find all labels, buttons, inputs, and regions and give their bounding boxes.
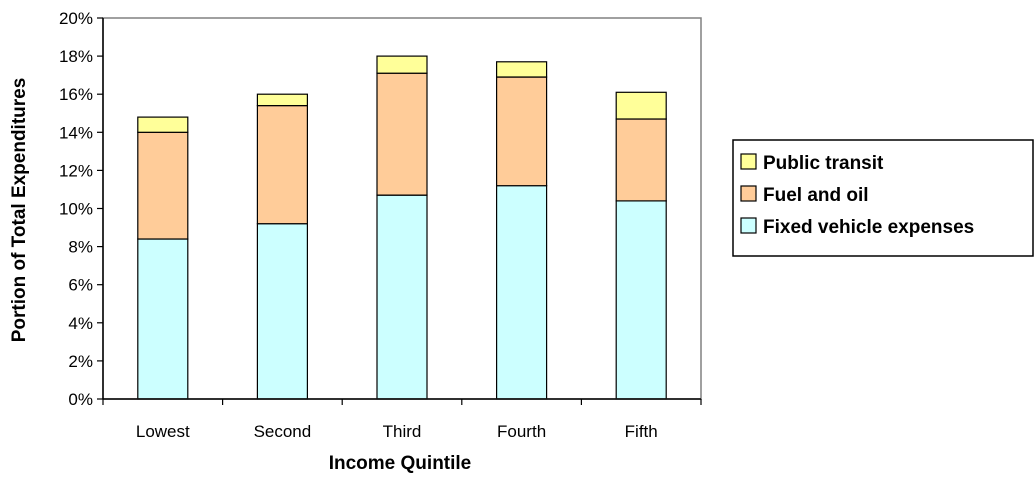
bar-segment <box>376 55 428 74</box>
y-tick-label: 8% <box>68 238 93 257</box>
y-tick-label: 0% <box>68 390 93 409</box>
bar-segment <box>137 116 189 133</box>
legend-swatch <box>740 153 757 170</box>
bar-segment <box>137 131 189 240</box>
legend: Public transit Fuel and oil Fixed vehicle … <box>732 139 1034 257</box>
bar-segment <box>256 104 308 225</box>
y-tick-label: 20% <box>59 9 93 28</box>
bar-segment <box>615 91 667 120</box>
bar-segment <box>496 185 548 400</box>
axes-group: Lowest Second Third Fourth Fifth 0% 2% 4% 6% 8% 10… <box>59 9 702 441</box>
bars-group <box>137 55 667 400</box>
y-tick-label: 14% <box>59 123 93 142</box>
bar-segment <box>256 223 308 400</box>
bar-segment <box>615 200 667 400</box>
y-tick-label: 6% <box>68 276 93 295</box>
legend-label: Public transit <box>763 153 884 174</box>
bar-segment <box>496 76 548 187</box>
y-tick-label: 10% <box>59 200 93 219</box>
legend-swatch <box>740 217 757 234</box>
bar-segment <box>376 72 428 196</box>
x-tick-label: Fifth <box>625 422 658 441</box>
y-tick-label: 4% <box>68 314 93 333</box>
bar-segment <box>256 93 308 107</box>
y-tick-label: 2% <box>68 352 93 371</box>
bar-segment <box>615 118 667 202</box>
legend-label: Fixed vehicle expenses <box>763 217 974 238</box>
x-axis-title: Income Quintile <box>329 453 472 474</box>
y-tick-label: 18% <box>59 47 93 66</box>
x-tick-label: Lowest <box>136 422 190 441</box>
legend-box <box>732 139 1034 257</box>
y-tick-label: 12% <box>59 161 93 180</box>
y-tick-label: 16% <box>59 85 93 104</box>
legend-swatch <box>740 185 757 202</box>
x-tick-label: Third <box>383 422 422 441</box>
bar-segment <box>137 238 189 400</box>
bar-segment <box>496 61 548 78</box>
legend-label: Fuel and oil <box>763 185 869 206</box>
y-axis-title: Portion of Total Expenditures <box>9 78 30 343</box>
x-tick-label: Fourth <box>497 422 546 441</box>
x-tick-label: Second <box>254 422 312 441</box>
bar-segment <box>376 194 428 400</box>
